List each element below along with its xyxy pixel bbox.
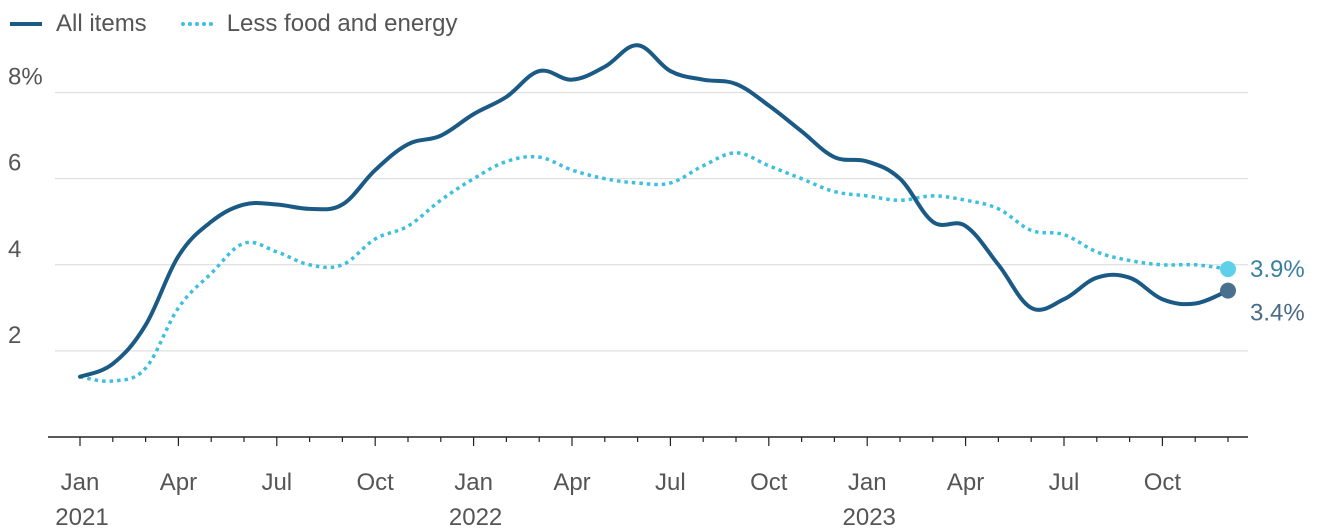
endpoint-less-food-energy <box>1220 261 1236 278</box>
legend-item-all-items: All items <box>10 10 147 38</box>
legend-label-less-food-energy: Less food and energy <box>226 10 458 37</box>
series-lines <box>78 43 1230 384</box>
y-tick-label: 8% <box>8 64 43 91</box>
x-tick-label: Jul <box>655 469 686 496</box>
endpoint-all-items <box>1220 282 1236 299</box>
x-tick-label: Oct <box>357 469 395 496</box>
legend-swatch-all-items <box>10 22 42 26</box>
x-axis <box>48 436 1248 446</box>
series-endpoints: 3.4% 3.9% <box>1220 256 1305 327</box>
x-tick-label: Jan <box>848 469 887 496</box>
x-tick-label: Jul <box>261 469 292 496</box>
x-tick-label: Oct <box>1144 469 1182 496</box>
y-tick-label: 2 <box>8 322 21 349</box>
x-year-label: 2021 <box>55 504 108 529</box>
x-tick-label: Apr <box>947 469 984 496</box>
series-line-all-items <box>78 43 1230 379</box>
grid-lines <box>55 92 1248 352</box>
end-label-all-items: 3.4% <box>1250 300 1305 327</box>
y-tick-label: 6 <box>8 150 21 177</box>
x-tick-label: Jan <box>454 469 493 496</box>
x-tick-label: Jul <box>1049 469 1080 496</box>
x-year-label: 2023 <box>843 504 896 529</box>
x-tick-label: Apr <box>553 469 590 496</box>
x-axis-labels: Jan 2021 Apr Jul Oct Jan 2022 Apr Jul Oct Jan 2023 A… <box>55 469 1181 529</box>
legend-label-all-items: All items <box>56 10 147 37</box>
x-tick-label: Oct <box>750 469 788 496</box>
series-line-less-food-energy <box>79 151 1229 384</box>
y-tick-label: 4 <box>8 236 21 263</box>
legend-swatch-less-food-energy <box>180 22 213 26</box>
x-tick-label: Apr <box>160 469 197 496</box>
x-year-label: 2022 <box>449 504 502 529</box>
end-label-less-food-energy: 3.9% <box>1250 256 1305 283</box>
legend-item-less-food-energy: Less food and energy <box>180 10 458 38</box>
x-tick-label: Jan <box>61 469 100 496</box>
chart-legend: All items Less food and energy <box>10 10 492 38</box>
y-axis-labels: 2 4 6 8% <box>8 64 43 349</box>
